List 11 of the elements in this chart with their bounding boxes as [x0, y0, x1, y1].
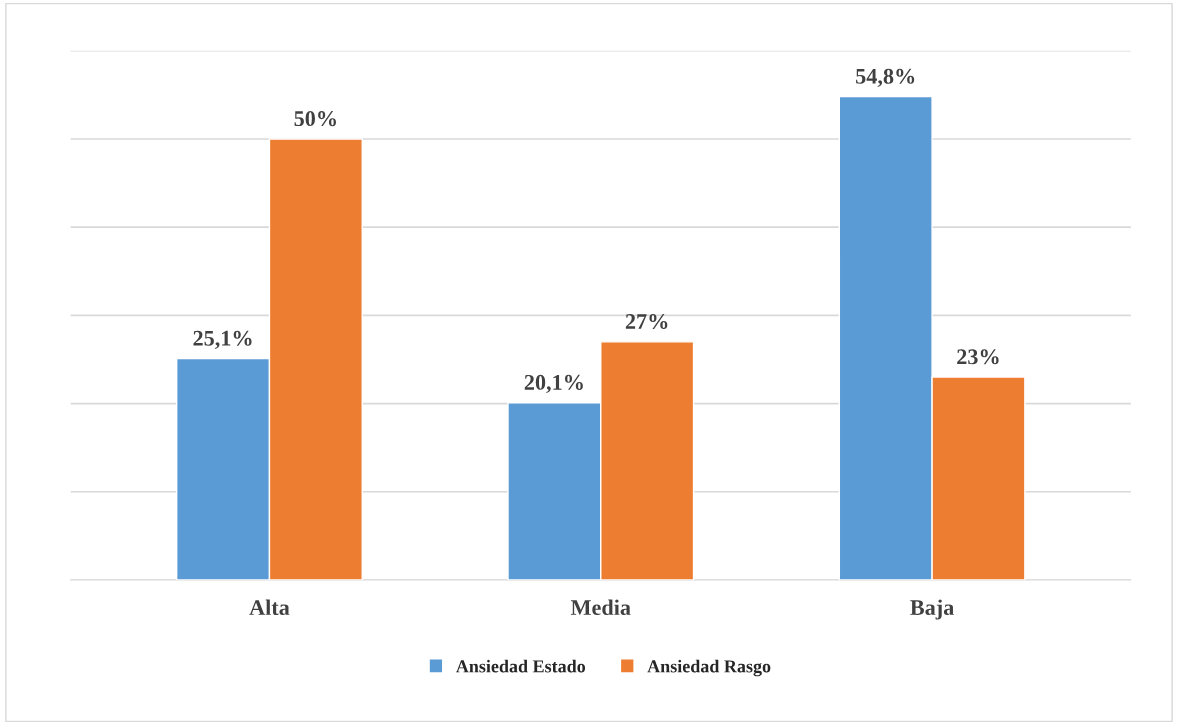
legend-label: Ansiedad Rasgo [647, 659, 771, 677]
data-label: 50% [294, 111, 336, 127]
x-tick-label: Alta [249, 599, 290, 616]
x-tick-label: Media [570, 599, 631, 616]
data-label: 27% [625, 313, 668, 330]
legend-label: Ansiedad Estado [455, 659, 586, 673]
data-label: 25,1% [193, 330, 252, 349]
data-label: 20,1% [524, 374, 583, 394]
x-tick-label: Baja [910, 599, 954, 620]
data-label: 54,8% [856, 68, 915, 87]
data-label: 23% [957, 349, 999, 365]
